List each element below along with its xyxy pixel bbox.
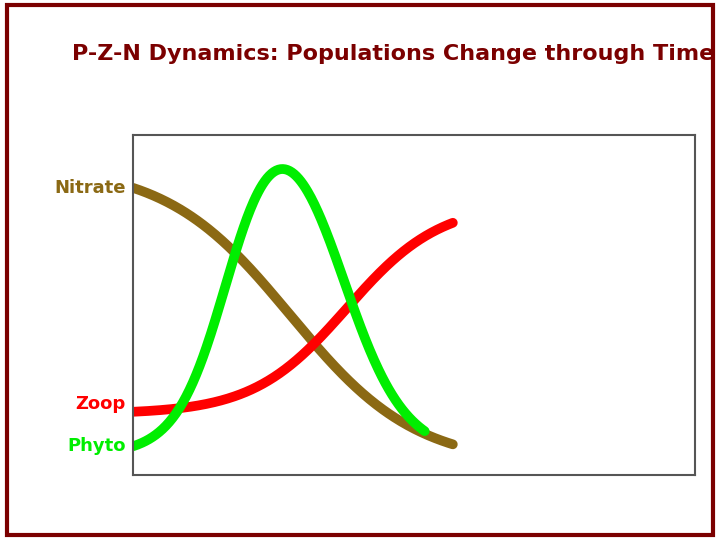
Text: Nitrate: Nitrate bbox=[55, 179, 126, 197]
Text: Phyto: Phyto bbox=[68, 437, 126, 455]
Text: P-Z-N Dynamics: Populations Change through Time: P-Z-N Dynamics: Populations Change throu… bbox=[72, 44, 714, 64]
Text: Zoop: Zoop bbox=[76, 395, 126, 413]
